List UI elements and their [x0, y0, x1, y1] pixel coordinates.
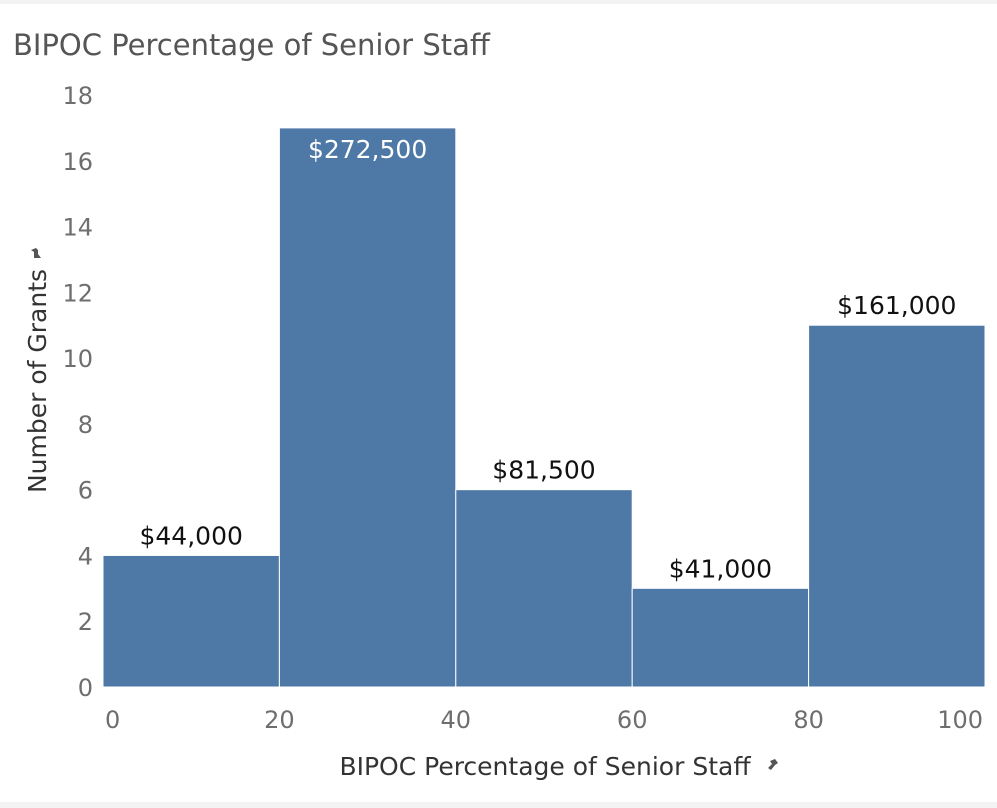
x-tick-label: 100	[937, 706, 983, 734]
y-tick-label: 8	[78, 411, 93, 439]
bar[interactable]	[455, 489, 633, 688]
y-axis-title: Number of Grants	[23, 269, 52, 493]
y-tick-label: 0	[78, 674, 93, 702]
y-tick-label: 16	[62, 148, 93, 176]
x-axis-pin-icon[interactable]	[768, 759, 778, 770]
x-tick-label: 80	[793, 706, 824, 734]
x-tick-label: 20	[264, 706, 295, 734]
y-axis-ticks: 0 2 4 6 8 10 12 14 16 18	[62, 82, 93, 702]
bar-data-label: $41,000	[669, 554, 772, 583]
bar-data-label: $81,500	[492, 456, 595, 485]
bar-data-label: $272,500	[308, 135, 427, 164]
x-tick-label: 40	[441, 706, 472, 734]
x-axis-title: BIPOC Percentage of Senior Staff	[339, 752, 751, 781]
y-tick-label: 14	[62, 214, 93, 242]
y-tick-label: 2	[78, 608, 93, 636]
bar[interactable]	[278, 127, 457, 688]
bar[interactable]	[808, 324, 986, 688]
x-axis-ticks: 0 20 40 60 80 100	[105, 706, 983, 734]
y-tick-label: 10	[62, 345, 93, 373]
y-tick-label: 18	[62, 82, 93, 110]
bar-data-label: $44,000	[140, 521, 243, 550]
bar-labels-group: $44,000 $272,500 $81,500 $41,000 $161,000	[140, 135, 957, 583]
y-tick-label: 4	[78, 542, 93, 570]
bars-group	[102, 127, 986, 688]
histogram-plot: $44,000 $272,500 $81,500 $41,000 $161,000 0 2…	[23, 82, 986, 781]
bar-data-label: $161,000	[837, 291, 956, 320]
y-axis-pin-icon[interactable]	[31, 248, 41, 258]
chart-frame: BIPOC Percentage of Senior Staff $44,000…	[0, 4, 997, 802]
x-tick-label: 0	[105, 706, 120, 734]
bar[interactable]	[102, 554, 280, 688]
y-tick-label: 12	[62, 279, 93, 307]
x-tick-label: 60	[617, 706, 648, 734]
y-tick-label: 6	[78, 477, 93, 505]
bar[interactable]	[631, 587, 810, 688]
chart-title: BIPOC Percentage of Senior Staff	[13, 28, 490, 62]
